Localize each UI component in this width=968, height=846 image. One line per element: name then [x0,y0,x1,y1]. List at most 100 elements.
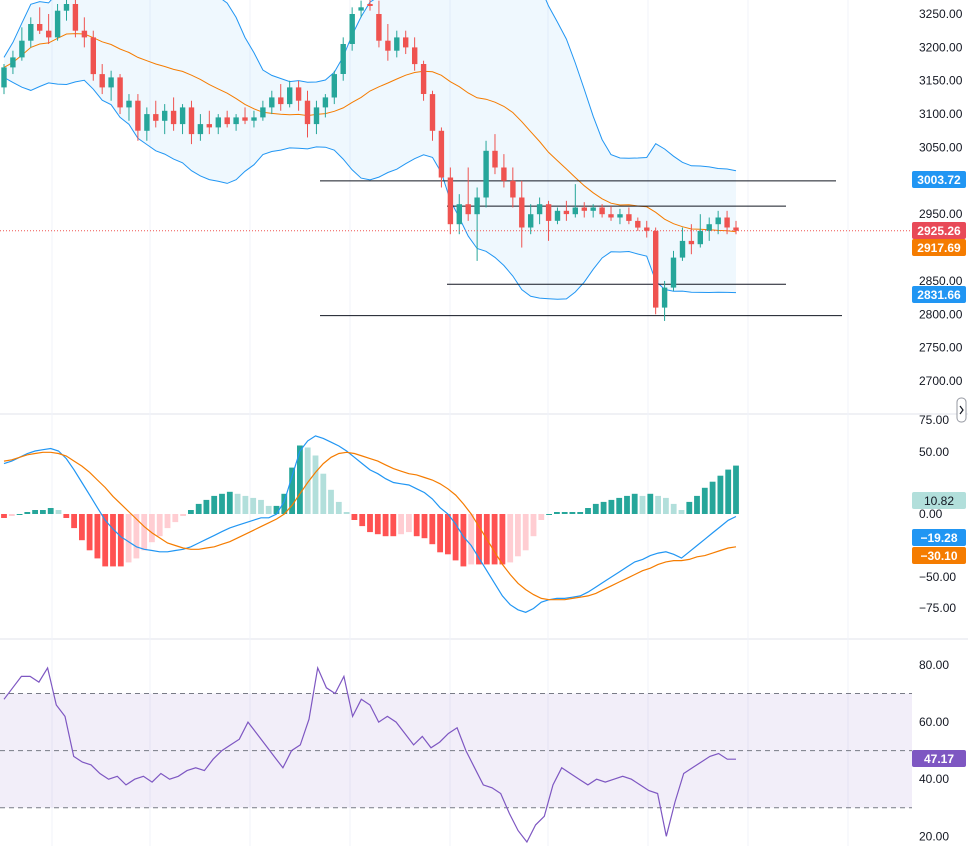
vertical-grid [51,0,849,846]
candle-body [483,150,489,198]
macd-line [3,435,737,613]
macd-histogram-bar [670,503,677,514]
candle-body [54,10,61,38]
macd-histogram-bar [63,514,70,518]
macd-tick-label: 0.00 [919,507,943,521]
macd-histogram-bar [156,514,163,537]
rsi-badge [912,750,966,767]
macd-histogram-bar [694,495,700,514]
pane-collapse-button[interactable] [956,397,967,423]
candle-body [519,197,525,228]
candle-body [563,210,570,215]
macd-histogram-bar [1,514,7,518]
price-tick-label: 2700.00 [919,374,963,388]
macd-histogram-bar [725,469,732,514]
candle-body [670,257,677,288]
macd-histogram-bar [717,475,724,514]
macd-badge-label: −19.28 [920,531,957,545]
macd-pane [1,435,739,613]
candle-body [81,30,88,38]
macd-tick-label: 50.00 [919,445,949,459]
candle-body [626,214,632,221]
price-badge-label: 2831.66 [917,288,961,302]
macd-histogram-bar [94,514,101,559]
macd-histogram-bar [47,508,54,514]
candle-body [715,217,721,225]
candle-body [599,207,605,215]
macd-histogram-bar [117,514,124,567]
macd-histogram-bar [32,510,38,514]
macd-histogram-bar [335,501,342,514]
macd-badge-label: −30.10 [920,549,957,563]
macd-histogram-bar [258,499,264,514]
rsi-tick-label: 40.00 [919,772,949,786]
candle-body [644,227,650,231]
candle-body [554,210,561,221]
macd-histogram-bar [577,512,584,514]
candle-body [581,207,587,211]
macd-histogram-bar [180,514,186,516]
candle-body [260,107,266,118]
price-badge-label: 2917.69 [917,241,961,255]
chevron-right-icon [959,405,964,415]
candle-body [224,117,230,125]
rsi-tick-label: 60.00 [919,715,949,729]
candle-body [188,107,195,135]
candle-body [179,107,186,125]
candle-body [456,204,462,225]
price-tick-label: 3200.00 [919,40,963,54]
rsi-badge-label: 47.17 [924,752,954,766]
candle-body [278,97,284,105]
macd-histogram-bar [40,510,46,514]
macd-tick-label: 75.00 [919,413,949,427]
bollinger-band-fill [4,0,736,300]
candle-body [706,224,712,231]
candle-body [162,110,168,121]
candle-body [251,117,257,121]
macd-histogram-bar [24,512,31,514]
candle-body [724,217,730,228]
price-tick-label: 2850.00 [919,274,963,288]
candle-body [349,14,355,44]
macd-histogram-bar [522,514,529,551]
candle-body [72,4,79,31]
macd-histogram-bar [608,499,615,514]
macd-histogram-bar [390,514,397,537]
rsi-line [3,665,736,844]
candle-body [144,114,150,131]
candle-body [617,214,623,218]
macd-histogram-bar [678,510,685,514]
candle-body [465,204,471,215]
macd-histogram-bar [733,465,739,514]
price-badge-label: 3003.72 [917,173,961,187]
candle-body [170,110,177,125]
macd-histogram-bar [515,514,521,557]
moving-average-line [3,33,737,233]
candle-body [215,117,221,128]
candle-body [697,230,703,245]
macd-histogram-bar [242,495,249,514]
price-tick-label: 3100.00 [919,107,963,121]
macd-badge [912,547,966,564]
candle-body [501,167,507,181]
value-badges: 3003.72 2925.26 2917.69 2831.66 10.82 −19.28 −… [912,171,966,767]
macd-histogram-bar [468,514,475,565]
candle-body [153,114,159,121]
macd-histogram-bar [359,514,366,527]
candle-body [420,64,427,94]
price-tick-label: 2750.00 [919,341,963,355]
macd-histogram-bar [16,514,23,515]
price-axis[interactable]: 3250.00 3200.00 3150.00 3100.00 3050.00 2950.… [919,7,963,843]
candle-body [287,87,293,105]
macd-histogram-bar [79,514,85,541]
macd-histogram-bar [55,510,62,514]
candle-body [117,77,123,108]
macd-histogram-bar [476,514,482,565]
candle-body [635,220,641,228]
macd-badge [912,529,966,546]
price-badge [912,222,966,239]
candle-body [653,230,659,308]
macd-histogram-bar [585,508,591,514]
macd-histogram-bar [686,501,693,514]
